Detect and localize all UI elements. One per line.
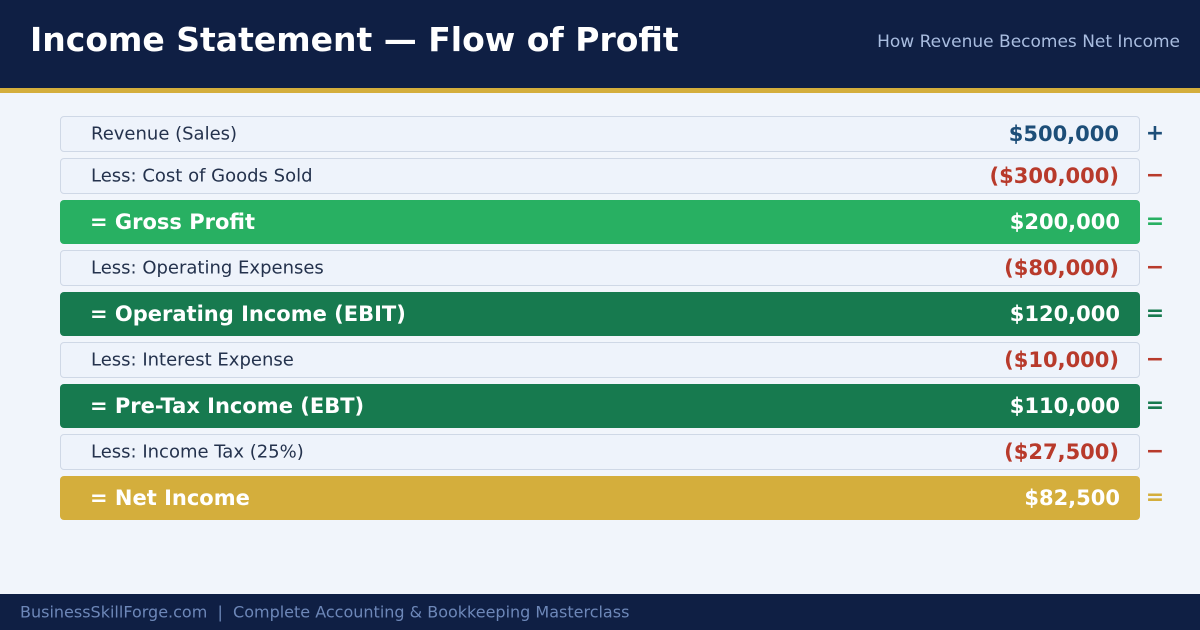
row-label: Less: Operating Expenses — [91, 257, 324, 279]
row-label: = Pre-Tax Income (EBT) — [90, 394, 365, 418]
row-label: = Net Income — [90, 486, 250, 510]
header-divider — [0, 88, 1200, 93]
operator-sign: + — [1145, 121, 1165, 146]
line-item-row: Less: Income Tax (25%) ($27,500) — [60, 434, 1140, 470]
row-label: Less: Income Tax (25%) — [91, 441, 304, 463]
subtotal-row: = Gross Profit $200,000 — [60, 200, 1140, 244]
subtotal-row: = Pre-Tax Income (EBT) $110,000 — [60, 384, 1140, 428]
page-title: Income Statement — Flow of Profit — [30, 20, 679, 59]
row-amount: $120,000 — [1009, 302, 1120, 326]
row-amount: ($80,000) — [1004, 256, 1119, 280]
row-amount: $200,000 — [1009, 210, 1120, 234]
operator-sign: = — [1145, 301, 1165, 326]
operator-sign: − — [1145, 163, 1165, 188]
footer-bar: BusinessSkillForge.com | Complete Accoun… — [0, 594, 1200, 630]
line-item-row: Revenue (Sales) $500,000 — [60, 116, 1140, 152]
row-amount: ($10,000) — [1004, 348, 1119, 372]
line-item-row: Less: Operating Expenses ($80,000) — [60, 250, 1140, 286]
subtotal-row: = Net Income $82,500 — [60, 476, 1140, 520]
subtotal-row: = Operating Income (EBIT) $120,000 — [60, 292, 1140, 336]
line-item-row: Less: Interest Expense ($10,000) — [60, 342, 1140, 378]
row-label: = Gross Profit — [90, 210, 256, 234]
row-label: Less: Cost of Goods Sold — [91, 165, 313, 187]
row-amount: ($27,500) — [1004, 440, 1119, 464]
row-amount: $500,000 — [1008, 122, 1119, 146]
operator-sign: − — [1145, 347, 1165, 372]
header-bar: Income Statement — Flow of Profit How Re… — [0, 0, 1200, 88]
operator-sign: = — [1145, 485, 1165, 510]
row-label: Less: Interest Expense — [91, 349, 294, 371]
operator-sign: − — [1145, 439, 1165, 464]
footer-credit: BusinessSkillForge.com | Complete Accoun… — [20, 602, 630, 622]
row-amount: $82,500 — [1024, 486, 1120, 510]
operator-sign: = — [1145, 209, 1165, 234]
operator-sign: = — [1145, 393, 1165, 418]
page-subtitle: How Revenue Becomes Net Income — [877, 32, 1180, 52]
row-amount: ($300,000) — [989, 164, 1119, 188]
operator-sign: − — [1145, 255, 1165, 280]
row-label: Revenue (Sales) — [91, 123, 238, 145]
row-amount: $110,000 — [1009, 394, 1120, 418]
line-item-row: Less: Cost of Goods Sold ($300,000) — [60, 158, 1140, 194]
row-label: = Operating Income (EBIT) — [90, 302, 406, 326]
